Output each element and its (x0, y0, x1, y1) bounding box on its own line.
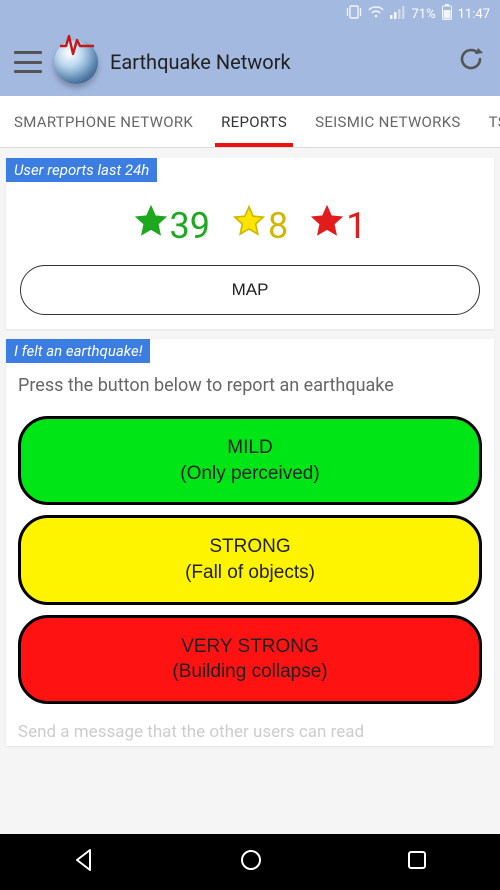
star-icon (134, 204, 168, 247)
battery-icon (442, 4, 452, 24)
menu-button[interactable] (14, 51, 42, 73)
tab-smartphone-network[interactable]: SMARTPHONE NETWORK (0, 96, 207, 147)
tab-label: REPORTS (221, 113, 287, 131)
android-nav-bar (0, 834, 500, 890)
report-button-subtitle: (Building collapse) (21, 659, 479, 685)
reports-summary-card: User reports last 24h 39 8 1 MAP (6, 158, 494, 329)
report-button-title: MILD (21, 435, 479, 461)
vibrate-icon (346, 5, 362, 23)
app-logo-icon (54, 40, 98, 84)
report-mild-button[interactable]: MILD(Only perceived) (18, 416, 482, 505)
app-bar: Earthquake Network (0, 28, 500, 96)
star-count-item: 1 (310, 204, 366, 247)
nav-home-button[interactable] (238, 847, 264, 877)
report-button-subtitle: (Fall of objects) (21, 560, 479, 586)
signal-icon (390, 5, 405, 23)
report-button-title: STRONG (21, 534, 479, 560)
app-title: Earthquake Network (110, 50, 444, 74)
star-count-item: 8 (232, 204, 288, 247)
star-counts-row: 39 8 1 (6, 182, 494, 265)
section-label-felt: I felt an earthquake! (6, 339, 150, 363)
section-label-reports: User reports last 24h (6, 158, 157, 182)
nav-back-button[interactable] (71, 847, 97, 877)
tab-overflow[interactable]: TS (475, 96, 500, 147)
felt-instruction: Press the button below to report an eart… (6, 363, 494, 406)
star-count-value: 1 (346, 205, 366, 247)
status-bar: 71% 11:47 (0, 0, 500, 28)
report-button-subtitle: (Only perceived) (21, 461, 479, 487)
tab-seismic-networks[interactable]: SEISMIC NETWORKS (301, 96, 475, 147)
star-count-value: 39 (170, 205, 210, 247)
felt-footer-text: Send a message that the other users can … (6, 714, 494, 742)
nav-recent-button[interactable] (405, 848, 429, 876)
map-button[interactable]: MAP (20, 265, 480, 315)
star-count-item: 39 (134, 204, 210, 247)
wifi-icon (368, 5, 384, 23)
tab-bar: SMARTPHONE NETWORK REPORTS SEISMIC NETWO… (0, 96, 500, 148)
star-icon (310, 204, 344, 247)
report-very-strong-button[interactable]: VERY STRONG(Building collapse) (18, 615, 482, 704)
star-count-value: 8 (268, 205, 288, 247)
felt-earthquake-card: I felt an earthquake! Press the button b… (6, 339, 494, 746)
battery-percent: 71% (411, 7, 435, 22)
tab-reports[interactable]: REPORTS (207, 96, 301, 147)
report-button-title: VERY STRONG (21, 634, 479, 660)
star-icon (232, 204, 266, 247)
tab-label: SMARTPHONE NETWORK (14, 113, 193, 131)
clock: 11:47 (458, 7, 490, 22)
tab-label: SEISMIC NETWORKS (315, 113, 461, 131)
refresh-button[interactable] (456, 45, 486, 79)
report-strong-button[interactable]: STRONG(Fall of objects) (18, 515, 482, 604)
tab-label: TS (489, 113, 500, 131)
